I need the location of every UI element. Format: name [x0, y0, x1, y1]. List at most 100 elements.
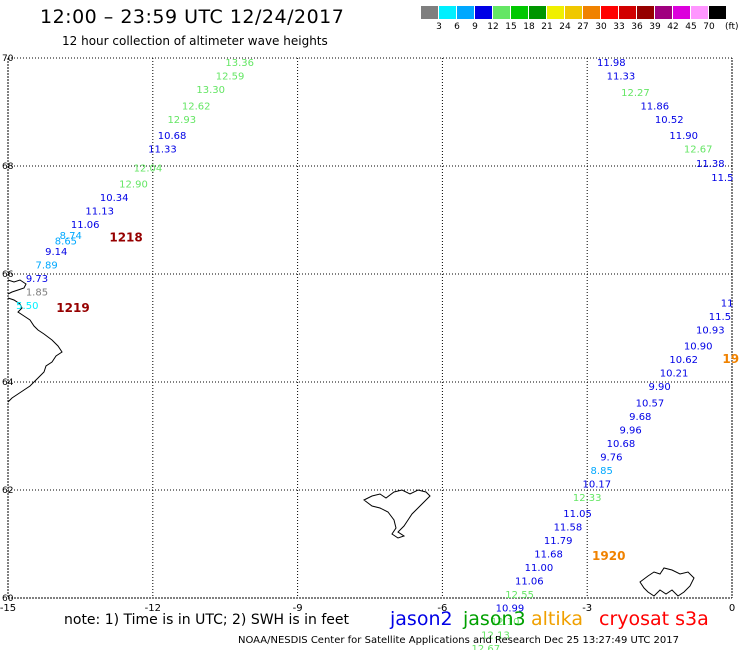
wave-height-label: 10.21: [660, 369, 689, 380]
wave-height-label: 9.76: [600, 452, 622, 463]
latitude-label: 68: [2, 162, 14, 172]
color-swatch: [655, 6, 672, 19]
latitude-label: 70: [2, 54, 14, 64]
color-scale-label: 21: [541, 22, 553, 32]
legend-cryosat-s3a: cryosat s3a: [599, 608, 709, 630]
longitude-labels: -15 -12 -9 -6 -3 0: [0, 603, 735, 614]
wave-height-label: 10.68: [607, 439, 636, 450]
coastline: [7, 279, 695, 597]
wave-height-label: 12.67: [472, 644, 501, 650]
map-frame: [7, 57, 733, 599]
color-scale-label: 30: [595, 22, 607, 32]
wave-height-label: 11.86: [640, 101, 669, 112]
pass-time-labels: 1218 1219 19 1920: [56, 231, 739, 564]
color-scale-label: 70: [703, 22, 715, 32]
map-subtitle: 12 hour collection of altimeter wave hei…: [62, 34, 328, 48]
wave-height-label: 12.55: [505, 590, 534, 601]
wave-height-label: 1.85: [26, 288, 48, 299]
color-swatch: [439, 6, 456, 19]
color-swatch: [583, 6, 600, 19]
color-scale-label: 9: [472, 22, 478, 32]
iceland-coast: [7, 279, 63, 403]
color-scale-label: 33: [613, 22, 625, 32]
color-scale-unit: (ft): [725, 22, 739, 32]
color-swatch: [601, 6, 618, 19]
wave-height-label: 11.33: [607, 72, 636, 83]
wave-height-label: 8.85: [591, 466, 613, 477]
wave-height-label: 12.62: [182, 101, 211, 112]
longitude-label: -9: [293, 603, 303, 614]
color-swatch: [493, 6, 510, 19]
longitude-label: -12: [145, 603, 161, 614]
latitude-label: 64: [2, 378, 14, 388]
wave-height-label: 11.38: [696, 159, 725, 170]
wave-height-label: 12.04: [134, 163, 163, 174]
wave-height-label: 9.68: [629, 412, 651, 423]
wave-height-label: 10.99: [496, 604, 525, 615]
color-swatch: [637, 6, 654, 19]
color-swatch: [673, 6, 690, 19]
wave-height-label: 12.93: [167, 115, 196, 126]
wave-height-label: 8.74: [60, 231, 82, 242]
wave-height-label: 11.79: [544, 536, 573, 547]
color-swatch: [709, 6, 726, 19]
wave-height-label: 10.34: [100, 193, 129, 204]
shetland-coast: [639, 567, 695, 597]
color-scale-label: 27: [577, 22, 589, 32]
wave-height-label: 11.90: [669, 131, 698, 142]
wave-height-label: 12.59: [216, 72, 245, 83]
longitude-label: -3: [582, 603, 592, 614]
map-footer: NOAA/NESDIS Center for Satellite Applica…: [238, 635, 680, 646]
wave-height-label: 7.89: [35, 261, 57, 272]
color-scale-label: 18: [523, 22, 535, 32]
wave-height-label: 10.68: [158, 131, 187, 142]
wave-height-labels: 13.36 12.59 13.30 12.62 12.93 10.68 11.33 12.04…: [16, 58, 733, 650]
pass-time-label: 1920: [592, 549, 625, 563]
wave-height-label: 12.33: [573, 493, 602, 504]
color-swatch: [691, 6, 708, 19]
wave-height-label: 11.00: [525, 563, 554, 574]
longitude-label: 0: [729, 603, 735, 614]
color-scale-label: 45: [685, 22, 697, 32]
wave-height-label: 11.5: [709, 312, 731, 323]
color-swatch: [619, 6, 636, 19]
latitude-label: 66: [2, 270, 14, 280]
pass-time-label: 19: [722, 352, 739, 366]
wave-height-label: 9.14: [45, 247, 67, 258]
color-scale-label: 39: [649, 22, 661, 32]
wave-height-label: 11.58: [554, 523, 583, 534]
wave-height-label: 10.90: [684, 342, 713, 353]
color-scale-label: 12: [487, 22, 499, 32]
wave-height-label: 8.65: [55, 236, 77, 247]
wave-height-label: 9.90: [648, 382, 670, 393]
color-scale-label: 3: [436, 22, 442, 32]
color-scale-label: 24: [559, 22, 571, 32]
latitude-label: 62: [2, 486, 13, 496]
wave-height-label: 11.98: [597, 58, 626, 69]
wave-height-label: 10.93: [696, 325, 725, 336]
color-scale-label: 36: [631, 22, 643, 32]
color-swatch: [457, 6, 474, 19]
wave-height-label: 11: [721, 298, 734, 309]
wave-height-label: 12.13: [481, 631, 510, 642]
color-swatch: [421, 6, 438, 19]
longitude-label: -6: [437, 603, 447, 614]
wave-height-label: 12.67: [684, 145, 713, 156]
color-swatch: [565, 6, 582, 19]
map-note: note: 1) Time is in UTC; 2) SWH is in fe…: [64, 612, 350, 628]
wave-height-label: 10.52: [655, 115, 684, 126]
wave-height-label: 11.06: [71, 220, 100, 231]
wave-height-label: 11.05: [563, 509, 592, 520]
wave-height-label: 5.50: [16, 301, 38, 312]
wave-height-label: 10.62: [669, 355, 698, 366]
longitude-label: -15: [0, 603, 16, 614]
wave-height-label: 13.36: [225, 58, 254, 69]
color-swatch: [529, 6, 546, 19]
pass-time-label: 1219: [56, 301, 89, 315]
legend-jason3: jason3: [463, 608, 526, 630]
color-scale-label: 42: [667, 22, 679, 32]
latitude-labels: 70 68 66 64 62 60: [2, 54, 14, 604]
wave-height-label: 11.06: [515, 577, 544, 588]
latitude-label: 60: [2, 594, 14, 604]
